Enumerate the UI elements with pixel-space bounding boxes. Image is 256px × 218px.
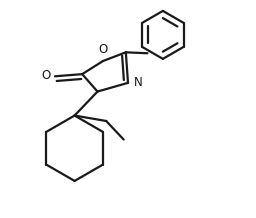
Text: N: N — [134, 76, 143, 89]
Text: O: O — [98, 43, 108, 56]
Text: O: O — [41, 69, 51, 82]
